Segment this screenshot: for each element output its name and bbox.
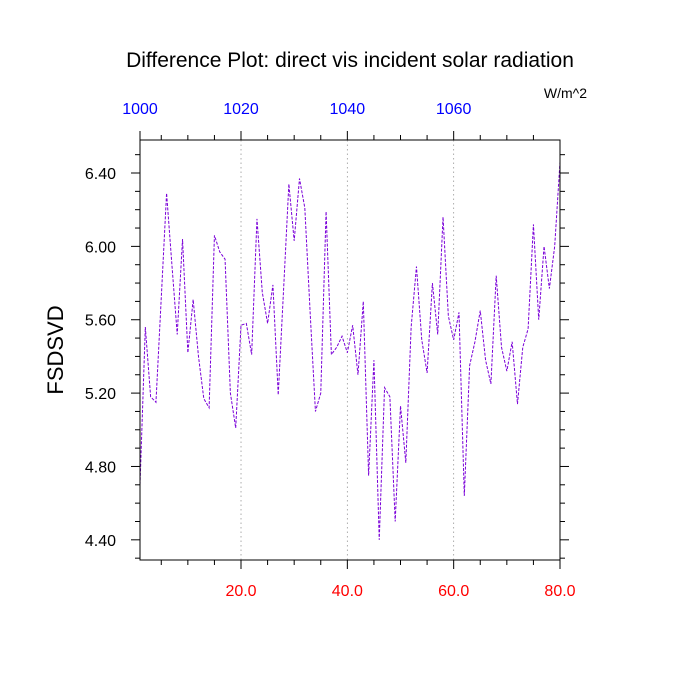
series-layer <box>139 161 561 540</box>
top-tick-label: 1040 <box>330 101 366 118</box>
axis-ticks <box>131 131 569 569</box>
y-tick-label: 6.40 <box>85 166 116 183</box>
grid-lines <box>240 140 455 560</box>
series-line <box>139 161 561 540</box>
y-tick-label: 5.60 <box>85 313 116 330</box>
x-tick-label: 20.0 <box>225 583 256 600</box>
tick-labels: 20.0 40.0 60.0 80.0 1000 1020 1040 1060 4.40 4.80… <box>85 101 576 600</box>
x-tick-label: 40.0 <box>332 583 363 600</box>
top-tick-label: 1020 <box>223 101 259 118</box>
chart-title: Difference Plot: direct vis incident sol… <box>126 49 574 72</box>
top-tick-label: 1000 <box>122 101 158 118</box>
y-tick-label: 5.20 <box>85 386 116 403</box>
y-tick-label: 4.40 <box>85 533 116 550</box>
y-axis-label: FSDSVD <box>43 305 68 394</box>
x-tick-label: 80.0 <box>544 583 575 600</box>
y-tick-label: 6.00 <box>85 239 116 256</box>
plot-frame <box>139 139 561 561</box>
top-tick-label: 1060 <box>436 101 472 118</box>
units-label: W/m^2 <box>544 85 587 101</box>
x-tick-label: 60.0 <box>438 583 469 600</box>
y-tick-label: 4.80 <box>85 459 116 476</box>
